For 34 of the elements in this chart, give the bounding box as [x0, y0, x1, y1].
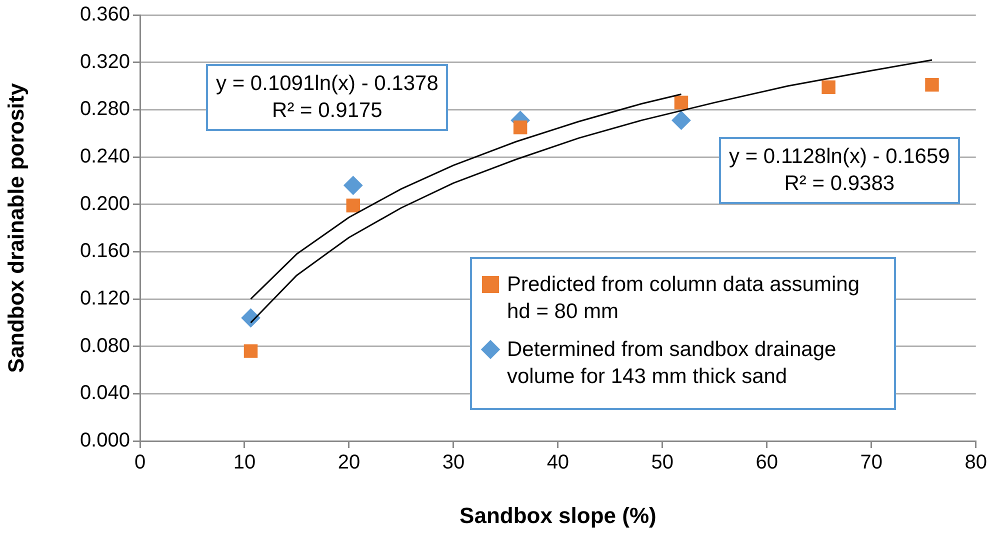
- x-tick-label: 80: [964, 452, 987, 474]
- point: [674, 96, 688, 110]
- y-tick-label: 0.160: [80, 240, 130, 262]
- point: [822, 80, 836, 94]
- x-tick-label: 20: [338, 452, 360, 474]
- y-tick-label: 0.280: [80, 98, 130, 120]
- y-tick-label: 0.240: [80, 146, 130, 168]
- point: [346, 198, 360, 212]
- y-tick-label: 0.320: [80, 50, 130, 73]
- point: [241, 308, 260, 328]
- legend-label: Determined from sandbox drainage volume for 143 mm thick sand: [507, 336, 838, 390]
- x-tick-label: 0: [134, 452, 146, 474]
- point: [672, 110, 691, 130]
- y-axis-title: Sandbox drainable porosity: [3, 82, 28, 373]
- point: [925, 78, 939, 92]
- y-tick-label: 0.360: [80, 4, 130, 26]
- x-tick-label: 30: [442, 452, 465, 474]
- y-tick-label: 0.120: [80, 288, 130, 310]
- point: [513, 120, 528, 134]
- x-tick-label: 50: [651, 452, 674, 474]
- x-tick-label: 40: [546, 452, 570, 474]
- annotation: y = 0.1128ln(x) - 0.1659 R² = 0.9383: [719, 137, 960, 204]
- y-tick-label: 0.080: [80, 334, 130, 357]
- y-tick-label: 0.040: [80, 382, 130, 404]
- y-tick-label: 0.200: [80, 192, 130, 215]
- x-tick-label: 60: [756, 452, 778, 474]
- point: [244, 344, 258, 358]
- legend-label: Predicted from column data assuming hd = 80 mm: [507, 272, 860, 326]
- point: [344, 176, 363, 195]
- annotation: y = 0.1091ln(x) - 0.1378 R² = 0.9175: [206, 64, 448, 131]
- y-tick-label: 0.000: [80, 430, 130, 452]
- x-tick-label: 10: [233, 452, 256, 474]
- x-axis-title: Sandbox slope (%): [460, 502, 656, 528]
- x-tick-label: 70: [860, 452, 883, 474]
